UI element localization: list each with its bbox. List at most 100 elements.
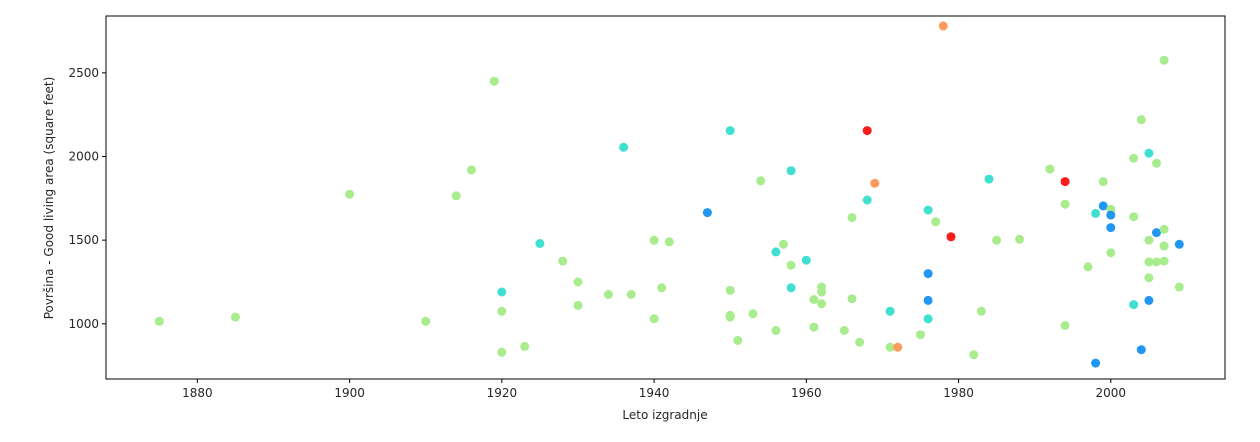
- data-point-15: [603, 290, 613, 299]
- data-point-86: [1144, 273, 1154, 283]
- data-points: [154, 21, 1184, 368]
- data-point-80: [1129, 300, 1139, 310]
- data-point-2: [345, 189, 355, 199]
- data-point-81: [1136, 115, 1146, 125]
- data-point-35: [786, 283, 796, 293]
- data-point-21: [664, 237, 674, 247]
- y-tick-label-3: 2500: [68, 66, 99, 80]
- data-point-66: [1060, 177, 1070, 187]
- data-point-28: [748, 309, 758, 319]
- data-point-34: [786, 260, 796, 270]
- data-point-45: [855, 337, 865, 347]
- data-point-72: [1098, 177, 1108, 187]
- data-point-20: [657, 283, 667, 293]
- data-point-43: [847, 213, 857, 223]
- data-point-17: [626, 290, 636, 299]
- x-axis: 1880 1900 1920 1940 1960 1980 2000: [182, 379, 1126, 400]
- data-point-14: [573, 300, 583, 310]
- data-point-11: [535, 239, 545, 248]
- x-tick-label-1: 1900: [334, 386, 365, 400]
- data-point-64: [1015, 234, 1024, 244]
- data-point-91: [1159, 55, 1169, 65]
- data-point-70: [1091, 208, 1101, 218]
- data-point-29: [756, 176, 766, 186]
- y-axis-label: Površina - Good living area (square feet…: [42, 77, 56, 320]
- data-point-24: [725, 285, 735, 295]
- data-point-83: [1144, 148, 1154, 158]
- data-point-0: [154, 316, 164, 326]
- data-point-96: [1174, 282, 1184, 292]
- data-point-31: [771, 326, 781, 335]
- data-point-93: [1159, 241, 1169, 251]
- data-point-53: [923, 205, 933, 215]
- data-point-3: [421, 316, 431, 326]
- data-point-89: [1152, 228, 1161, 238]
- data-point-12: [558, 256, 568, 266]
- data-point-36: [801, 255, 811, 265]
- data-point-76: [1106, 223, 1116, 233]
- y-tick-label-2: 2000: [68, 150, 99, 164]
- data-point-50: [885, 342, 895, 352]
- data-point-68: [1060, 321, 1070, 330]
- data-point-38: [809, 322, 819, 332]
- data-point-61: [976, 306, 986, 316]
- data-point-58: [938, 21, 948, 31]
- data-point-65: [1045, 164, 1055, 174]
- data-point-75: [1106, 210, 1116, 220]
- data-point-10: [520, 341, 530, 351]
- data-point-82: [1136, 345, 1146, 355]
- data-point-5: [466, 165, 476, 175]
- data-point-37: [809, 295, 819, 304]
- data-point-59: [946, 232, 956, 242]
- data-point-73: [1098, 201, 1108, 211]
- data-point-78: [1129, 153, 1139, 163]
- x-axis-label: Leto izgradnje: [622, 408, 707, 422]
- data-point-4: [451, 191, 461, 201]
- data-point-90: [1152, 257, 1161, 267]
- data-point-23: [725, 126, 735, 136]
- y-axis: 1000 1500 2000 2500: [68, 66, 106, 331]
- data-point-69: [1083, 262, 1093, 272]
- data-point-32: [779, 239, 788, 249]
- data-point-44: [847, 294, 857, 304]
- data-point-79: [1129, 212, 1139, 222]
- data-point-85: [1144, 257, 1154, 267]
- x-tick-label-5: 1980: [943, 386, 974, 400]
- data-point-51: [893, 342, 903, 352]
- data-point-6: [489, 76, 499, 86]
- data-point-27: [733, 336, 743, 345]
- x-tick-label-6: 2000: [1096, 386, 1127, 400]
- data-point-8: [497, 306, 507, 316]
- data-point-56: [923, 314, 933, 324]
- data-point-26: [725, 312, 735, 322]
- data-point-1: [230, 312, 240, 322]
- x-tick-label-2: 1920: [487, 386, 518, 400]
- data-point-87: [1144, 295, 1154, 305]
- data-point-13: [573, 277, 583, 287]
- data-point-16: [619, 142, 629, 152]
- data-point-54: [923, 269, 933, 279]
- data-point-63: [992, 235, 1002, 245]
- data-point-18: [649, 235, 659, 245]
- data-point-71: [1091, 358, 1101, 368]
- x-tick-label-4: 1960: [791, 386, 822, 400]
- data-point-42: [839, 326, 849, 335]
- data-point-57: [931, 217, 941, 227]
- data-point-40: [817, 287, 827, 297]
- data-point-92: [1159, 224, 1169, 234]
- data-point-7: [497, 287, 507, 297]
- data-point-77: [1106, 248, 1116, 258]
- data-point-47: [862, 195, 872, 205]
- data-point-84: [1144, 235, 1154, 245]
- data-point-52: [916, 330, 925, 340]
- data-point-88: [1152, 158, 1161, 168]
- data-point-19: [649, 314, 659, 324]
- x-tick-label-0: 1880: [182, 386, 213, 400]
- data-point-67: [1060, 199, 1070, 209]
- data-point-33: [786, 166, 796, 176]
- data-point-55: [923, 295, 933, 305]
- plot-area-frame: [105, 15, 1226, 380]
- data-point-48: [870, 178, 880, 188]
